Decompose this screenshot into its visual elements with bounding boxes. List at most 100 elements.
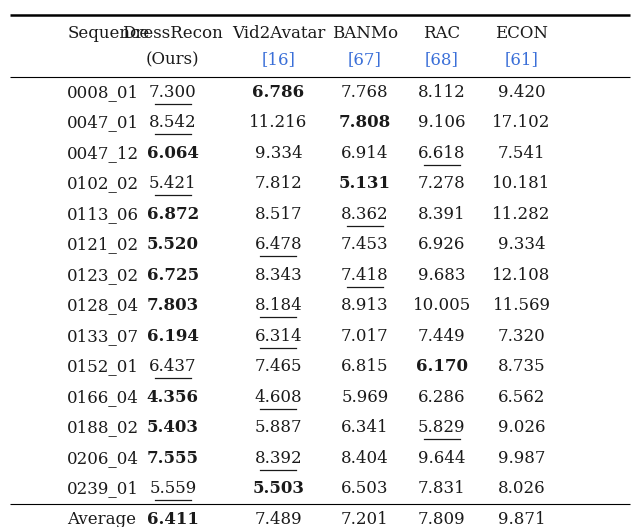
Text: 0047_01: 0047_01 [67,114,140,131]
Text: 4.356: 4.356 [147,389,199,406]
Text: 11.216: 11.216 [249,114,308,131]
Text: 9.334: 9.334 [255,145,302,162]
Text: 0113_06: 0113_06 [67,206,140,223]
Text: 5.520: 5.520 [147,236,199,253]
Text: [16]: [16] [262,51,295,68]
Text: [68]: [68] [425,51,458,68]
Text: 9.644: 9.644 [418,450,465,467]
Text: DressRecon: DressRecon [122,25,223,42]
Text: 6.786: 6.786 [252,84,305,101]
Text: 7.809: 7.809 [418,511,465,527]
Text: 7.017: 7.017 [341,328,388,345]
Text: [67]: [67] [348,51,381,68]
Text: Vid2Avatar: Vid2Avatar [232,25,325,42]
Text: 6.194: 6.194 [147,328,199,345]
Text: 5.829: 5.829 [418,419,465,436]
Text: 8.404: 8.404 [341,450,388,467]
Text: 7.555: 7.555 [147,450,199,467]
Text: 10.181: 10.181 [492,175,551,192]
Text: 7.418: 7.418 [341,267,388,284]
Text: 9.871: 9.871 [498,511,545,527]
Text: 11.569: 11.569 [493,297,550,314]
Text: 7.489: 7.489 [255,511,302,527]
Text: 7.449: 7.449 [418,328,465,345]
Text: 6.064: 6.064 [147,145,199,162]
Text: 8.184: 8.184 [255,297,302,314]
Text: 0133_07: 0133_07 [67,328,140,345]
Text: 5.131: 5.131 [339,175,391,192]
Text: 9.420: 9.420 [498,84,545,101]
Text: 6.815: 6.815 [341,358,388,375]
Text: 9.334: 9.334 [498,236,545,253]
Text: 7.831: 7.831 [418,480,465,497]
Text: 9.683: 9.683 [418,267,465,284]
Text: 8.735: 8.735 [498,358,545,375]
Text: 7.768: 7.768 [341,84,388,101]
Text: 0166_04: 0166_04 [67,389,139,406]
Text: 7.541: 7.541 [498,145,545,162]
Text: 0123_02: 0123_02 [67,267,140,284]
Text: 4.608: 4.608 [255,389,302,406]
Text: 11.282: 11.282 [492,206,551,223]
Text: 6.286: 6.286 [418,389,465,406]
Text: 0128_04: 0128_04 [67,297,140,314]
Text: [61]: [61] [505,51,538,68]
Text: 9.987: 9.987 [498,450,545,467]
Text: 6.170: 6.170 [415,358,468,375]
Text: 6.562: 6.562 [498,389,545,406]
Text: Sequence: Sequence [67,25,150,42]
Text: 5.559: 5.559 [149,480,196,497]
Text: 5.503: 5.503 [252,480,305,497]
Text: 0121_02: 0121_02 [67,236,140,253]
Text: 6.872: 6.872 [147,206,199,223]
Text: 6.618: 6.618 [418,145,465,162]
Text: 0188_02: 0188_02 [67,419,140,436]
Text: Average: Average [67,511,136,527]
Text: 8.913: 8.913 [341,297,388,314]
Text: 6.341: 6.341 [341,419,388,436]
Text: 6.914: 6.914 [341,145,388,162]
Text: 8.392: 8.392 [255,450,302,467]
Text: 9.026: 9.026 [498,419,545,436]
Text: BANMo: BANMo [332,25,398,42]
Text: 8.517: 8.517 [255,206,302,223]
Text: 7.201: 7.201 [341,511,388,527]
Text: 6.314: 6.314 [255,328,302,345]
Text: 8.391: 8.391 [418,206,465,223]
Text: 7.320: 7.320 [498,328,545,345]
Text: 9.106: 9.106 [418,114,465,131]
Text: 6.926: 6.926 [418,236,465,253]
Text: 7.808: 7.808 [339,114,391,131]
Text: 7.803: 7.803 [147,297,199,314]
Text: 8.112: 8.112 [418,84,465,101]
Text: 7.278: 7.278 [418,175,465,192]
Text: 8.343: 8.343 [255,267,302,284]
Text: 0008_01: 0008_01 [67,84,140,101]
Text: 7.453: 7.453 [341,236,388,253]
Text: 5.887: 5.887 [255,419,302,436]
Text: 5.403: 5.403 [147,419,199,436]
Text: 12.108: 12.108 [492,267,551,284]
Text: 6.725: 6.725 [147,267,199,284]
Text: 8.362: 8.362 [341,206,388,223]
Text: 6.437: 6.437 [149,358,196,375]
Text: 10.005: 10.005 [412,297,471,314]
Text: 7.465: 7.465 [255,358,302,375]
Text: 0047_12: 0047_12 [67,145,140,162]
Text: 5.421: 5.421 [149,175,196,192]
Text: 7.812: 7.812 [255,175,302,192]
Text: 17.102: 17.102 [492,114,551,131]
Text: 0102_02: 0102_02 [67,175,140,192]
Text: 0152_01: 0152_01 [67,358,140,375]
Text: ECON: ECON [495,25,548,42]
Text: 5.969: 5.969 [341,389,388,406]
Text: (Ours): (Ours) [146,51,200,68]
Text: 8.026: 8.026 [498,480,545,497]
Text: RAC: RAC [423,25,460,42]
Text: 0239_01: 0239_01 [67,480,140,497]
Text: 6.411: 6.411 [147,511,199,527]
Text: 6.478: 6.478 [255,236,302,253]
Text: 7.300: 7.300 [149,84,196,101]
Text: 6.503: 6.503 [341,480,388,497]
Text: 0206_04: 0206_04 [67,450,140,467]
